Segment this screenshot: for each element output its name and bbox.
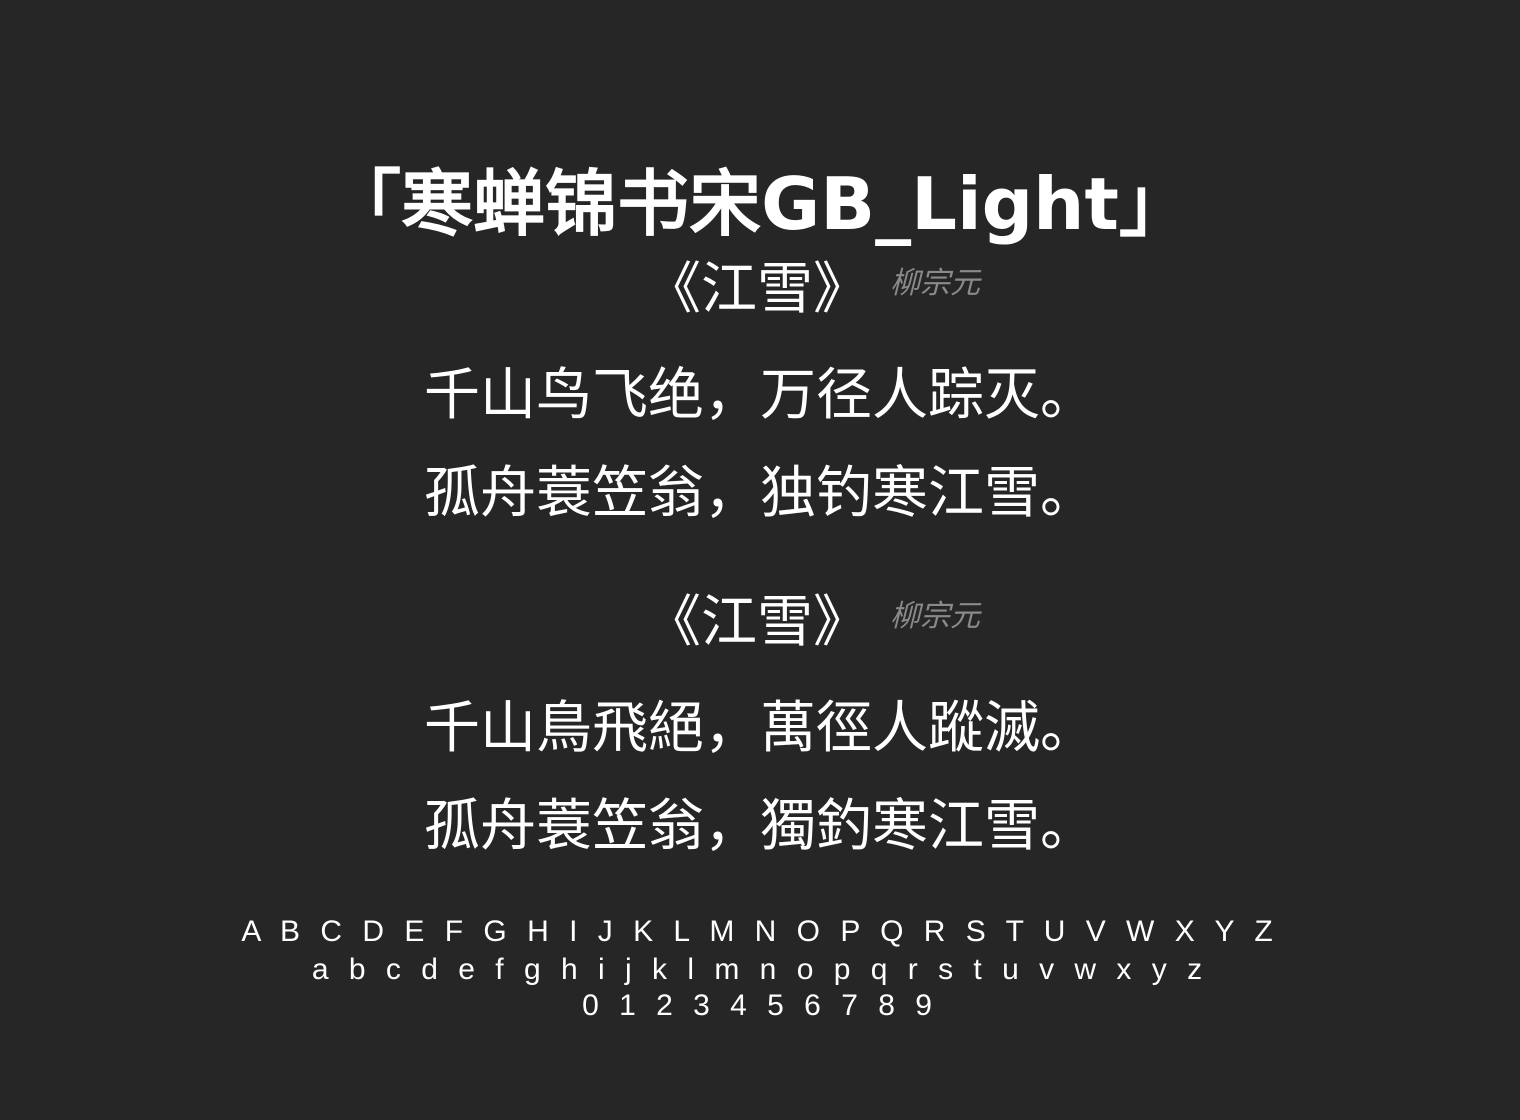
poem-author: 柳宗元	[890, 266, 980, 301]
poem-line: 孤舟蓑笠翁，獨釣寒江雪。	[424, 794, 1096, 859]
poem-line: 千山鸟飞绝，万径人踪灭。	[424, 363, 1096, 428]
poem-title: 《江雪》	[645, 590, 869, 655]
poem-line: 孤舟蓑笠翁，独钓寒江雪。	[424, 461, 1096, 526]
poem-title: 《江雪》	[645, 257, 869, 322]
digit-row: 0 1 2 3 4 5 6 7 8 9	[582, 989, 938, 1022]
font-title: 「寒蝉锦书宋GB_Light」	[329, 162, 1191, 247]
uppercase-alphabet: A B C D E F G H I J K L M N O P Q R S T …	[241, 915, 1279, 948]
lowercase-alphabet: a b c d e f g h i j k l m n o p q r s t …	[311, 953, 1209, 986]
poem-line: 千山鳥飛絕，萬徑人蹤滅。	[424, 696, 1096, 761]
poem-author: 柳宗元	[890, 599, 980, 634]
